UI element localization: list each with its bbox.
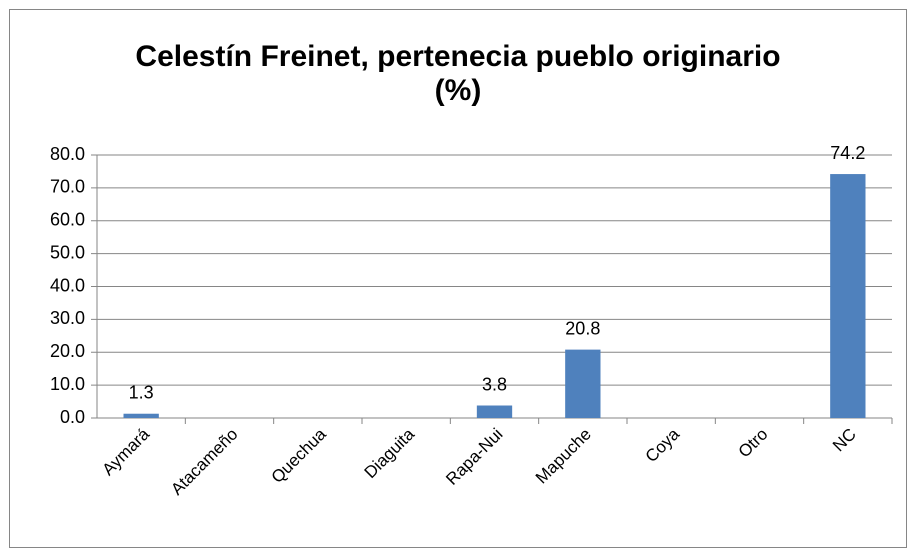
data-label: 74.2 xyxy=(830,143,865,163)
bar xyxy=(123,413,159,418)
y-tick-label: 10.0 xyxy=(50,374,85,394)
chart-title: Celestín Freinet, pertenecia pueblo orig… xyxy=(135,40,781,107)
data-label: 1.3 xyxy=(129,382,154,402)
y-tick-label: 70.0 xyxy=(50,177,85,197)
data-label: 3.8 xyxy=(482,374,507,394)
x-tick-label: Diaguita xyxy=(361,424,419,482)
x-tick-label: Atacameño xyxy=(167,425,241,499)
x-tick-label: Rapa-Nui xyxy=(442,425,506,489)
x-tick-label: Otro xyxy=(735,425,772,462)
bar xyxy=(565,349,601,418)
y-tick-label: 0.0 xyxy=(60,407,85,427)
data-label: 20.8 xyxy=(565,318,600,338)
y-tick-label: 60.0 xyxy=(50,210,85,230)
x-tick-label: Quechua xyxy=(268,424,331,487)
x-tick-label: Aymará xyxy=(99,424,154,479)
chart-border xyxy=(9,9,907,548)
y-tick-label: 80.0 xyxy=(50,144,85,164)
x-tick-label: NC xyxy=(829,425,860,456)
bar xyxy=(830,174,866,418)
x-tick-label: Mapuche xyxy=(532,425,595,488)
bar xyxy=(476,405,513,418)
y-tick-label: 40.0 xyxy=(50,275,85,295)
y-tick-label: 30.0 xyxy=(50,308,85,328)
x-tick-label: Coya xyxy=(642,424,684,466)
y-tick-label: 50.0 xyxy=(50,242,85,262)
y-tick-label: 20.0 xyxy=(50,341,85,361)
